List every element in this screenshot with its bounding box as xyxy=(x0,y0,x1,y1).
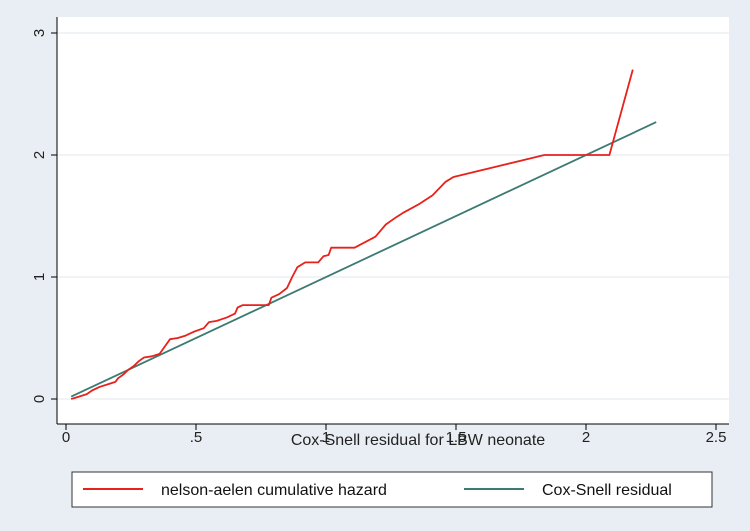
y-tick-label: 3 xyxy=(31,29,48,37)
x-tick-label: 1 xyxy=(322,429,330,446)
x-tick-label: .5 xyxy=(190,429,203,446)
legend-box xyxy=(71,471,713,508)
x-tick-label: 2.5 xyxy=(706,429,727,446)
legend-label: nelson-aelen cumulative hazard xyxy=(161,482,387,499)
series-line-nelson-aalen xyxy=(70,69,634,400)
x-tick-label: 1.5 xyxy=(446,429,467,446)
x-tick-label: 2 xyxy=(582,429,590,446)
series-layer xyxy=(70,69,657,400)
legend: nelson-aelen cumulative hazard Cox-Snell … xyxy=(83,482,672,499)
ticks-layer: 0 1 2 3 0 .5 1 1.5 2 2.5 xyxy=(31,29,726,446)
x-tick-label: 0 xyxy=(62,429,70,446)
y-tick-label: 2 xyxy=(31,151,48,159)
series-line-cox-snell xyxy=(70,121,657,398)
grid-layer xyxy=(57,32,729,400)
x-axis-title: Cox-Snell residual for LBW neonate xyxy=(291,432,545,449)
y-tick-label: 1 xyxy=(31,273,48,281)
legend-label: Cox-Snell residual xyxy=(542,482,672,499)
y-tick-label: 0 xyxy=(31,395,48,403)
axes-layer xyxy=(56,17,729,425)
